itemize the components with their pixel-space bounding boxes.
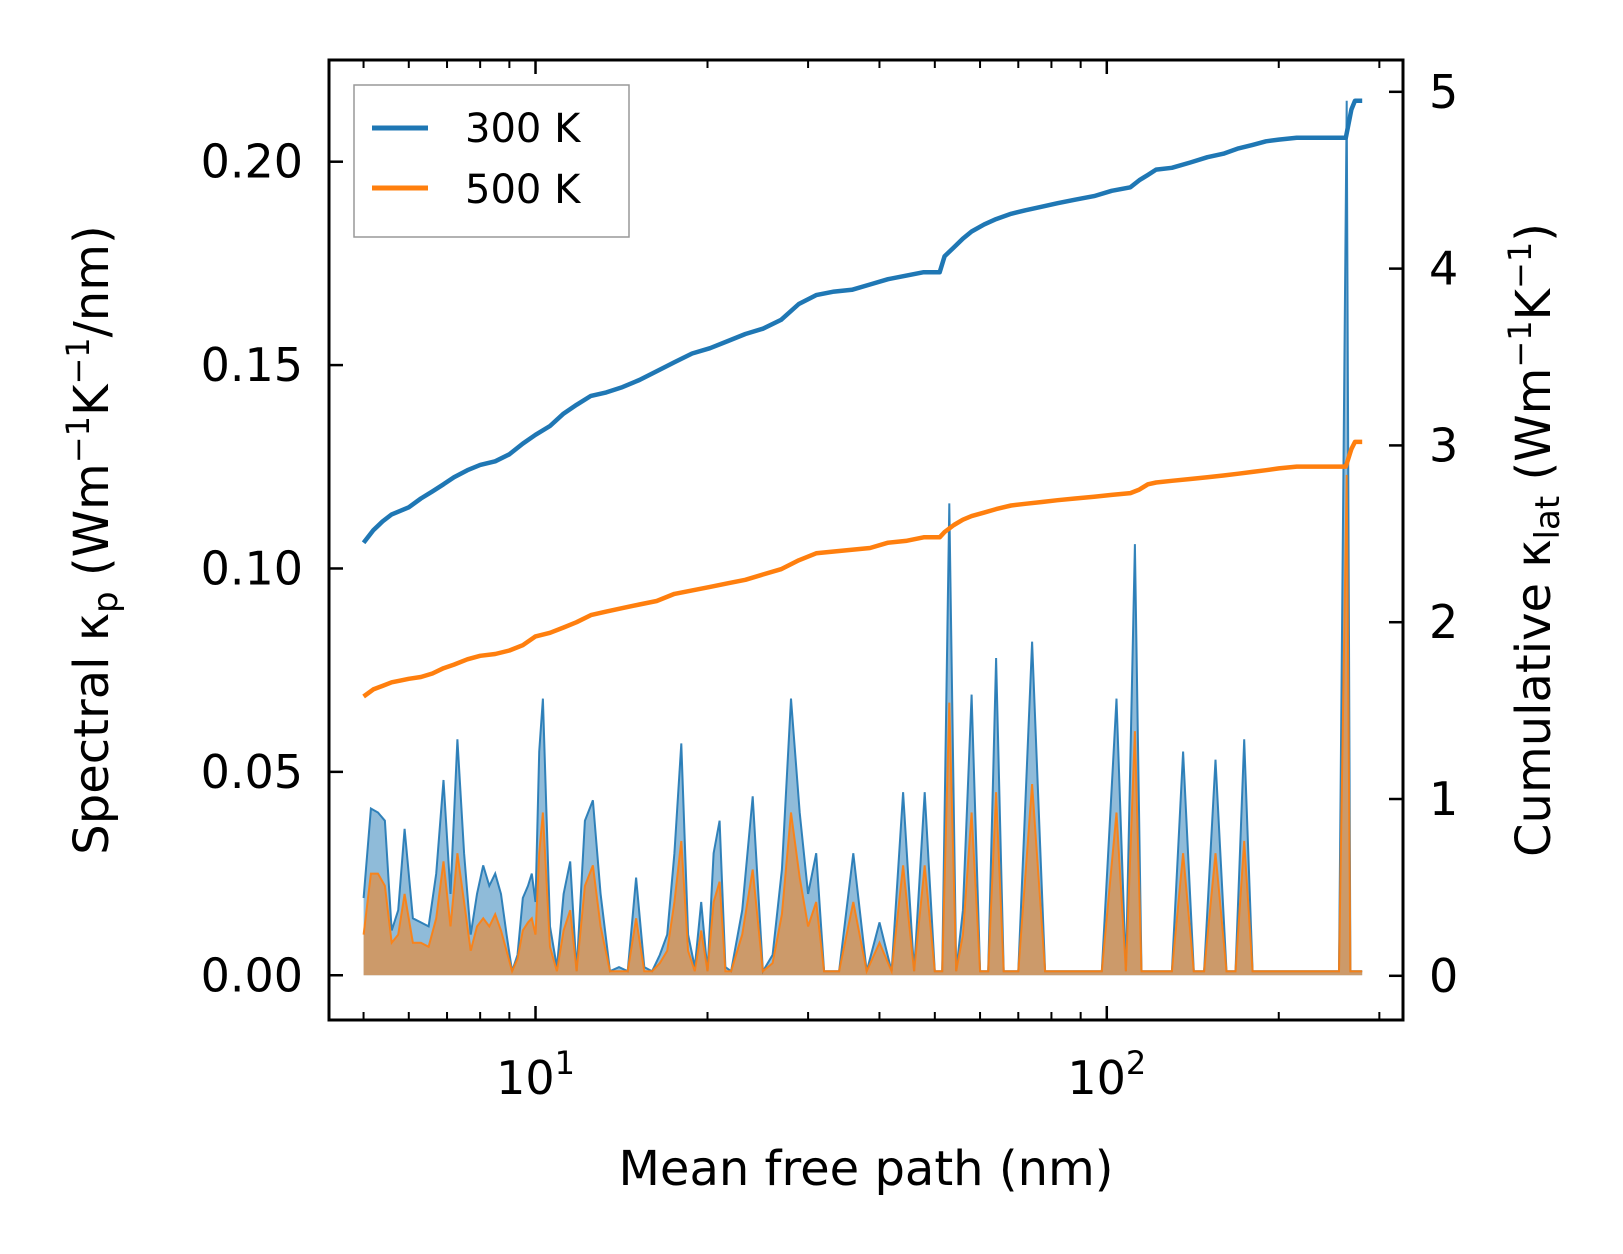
x-tick-label: 102 — [1067, 1044, 1146, 1105]
y-left-tick-label: 0.05 — [201, 745, 303, 799]
x-tick-label-base: 10 — [1067, 1051, 1126, 1105]
y-left-tick-label: 0.15 — [201, 338, 303, 392]
cumulative-line-300k — [361, 98, 1363, 545]
cumulative-line-500k — [362, 439, 1363, 699]
spectral-area-300k — [363, 100, 1363, 976]
y-right-tick-label: 2 — [1429, 595, 1458, 649]
legend: 300 K 500 K — [353, 84, 630, 238]
spectral-layer — [362, 100, 1363, 976]
y-axis-right-label: Cumulative κlat (Wm−1K−1) — [1501, 223, 1568, 857]
cumulative-layer — [361, 98, 1363, 699]
x-tick-label-exponent: 2 — [1126, 1044, 1146, 1082]
spectral-area-500k — [363, 474, 1363, 976]
y-left-tick-label: 0.00 — [201, 948, 303, 1002]
x-tick-label: 101 — [496, 1044, 575, 1105]
y-left-tick-label: 0.10 — [201, 541, 303, 595]
y-right-tick-label: 0 — [1429, 949, 1458, 1003]
spectral-line-500k — [362, 474, 1363, 976]
x-axis-label: Mean free path (nm) — [619, 1141, 1114, 1197]
y-right-tick-label: 1 — [1429, 772, 1458, 826]
x-tick-label-exponent: 1 — [555, 1044, 575, 1082]
plot-frame — [327, 58, 1405, 1022]
legend-box — [353, 84, 630, 238]
legend-label-500k: 500 K — [465, 167, 582, 213]
y-axis-left-label: Spectral κp (Wm−1K−1/nm) — [59, 225, 126, 854]
y-left-tick-label: 0.20 — [201, 135, 303, 189]
y-right-tick-label: 5 — [1429, 65, 1458, 119]
x-tick-label-base: 10 — [496, 1051, 555, 1105]
y-right-tick-label: 3 — [1429, 418, 1458, 472]
y-right-tick-label: 4 — [1429, 242, 1458, 296]
legend-label-300k: 300 K — [465, 106, 582, 152]
